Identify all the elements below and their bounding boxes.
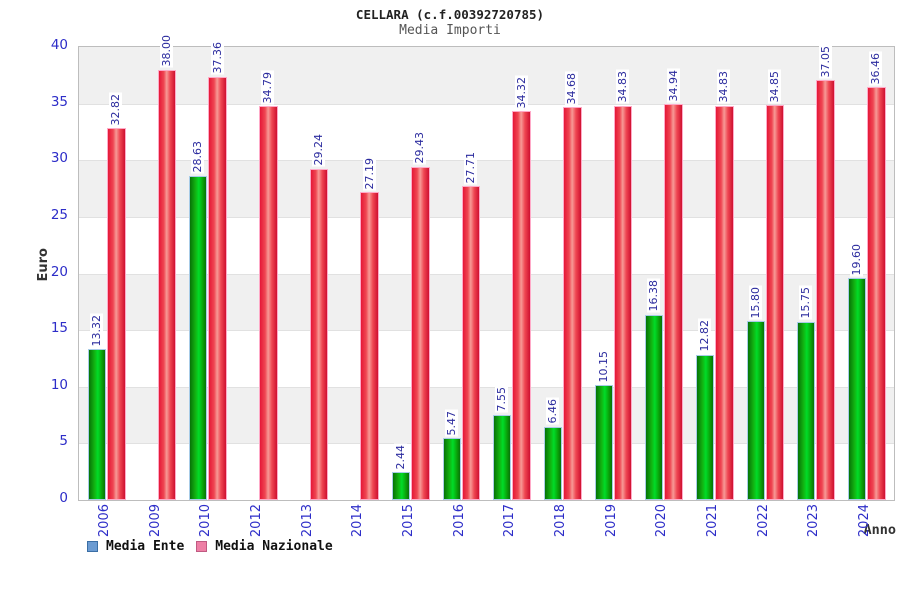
bar-media-nazionale (208, 76, 227, 500)
y-tick-label: 25 (50, 206, 68, 223)
bar-value-label: 37.36 (210, 41, 224, 75)
gridline (79, 386, 894, 388)
bar-media-ente (797, 321, 816, 500)
x-tick-label: 2013 (299, 504, 315, 538)
chart-subtitle: Media Importi (399, 23, 501, 38)
bar-value-label: 32.82 (109, 92, 123, 127)
bar-value-label: 6.46 (546, 398, 559, 425)
bar-value-label: 34.94 (666, 68, 680, 103)
gridline (79, 216, 894, 218)
y-tick-label: 10 (50, 376, 68, 393)
x-tick-label: 2016 (451, 504, 467, 538)
bar-value-label: 28.63 (191, 140, 205, 174)
x-axis-title: Anno (863, 522, 896, 538)
bar-media-nazionale (411, 166, 430, 500)
bar-value-label: 34.79 (261, 70, 275, 105)
legend-swatch-media-nazionale-icon (196, 541, 208, 552)
bar-media-nazionale (461, 186, 481, 500)
bar-value-label: 37.05 (818, 44, 832, 79)
x-tick-label: 2014 (350, 504, 366, 538)
bar-media-ente (645, 314, 664, 500)
gridline (79, 103, 894, 105)
bar-media-ente (848, 278, 866, 500)
legend-label-media-ente: Media Ente (106, 539, 185, 554)
x-tick-label: 2006 (97, 504, 112, 538)
x-tick-label: 2021 (705, 504, 720, 538)
bar-value-label: 34.83 (615, 70, 629, 104)
x-tick-label: 2010 (198, 504, 214, 538)
x-tick-label: 2020 (654, 504, 670, 538)
bar-value-label: 15.80 (748, 285, 762, 320)
bar-value-label: 34.83 (717, 70, 731, 104)
bar-media-nazionale (765, 105, 785, 500)
gridline (79, 160, 894, 162)
bar-value-label: 38.00 (159, 34, 173, 68)
bar-media-nazionale (107, 128, 126, 500)
x-tick-label: 2015 (401, 504, 416, 538)
gridline (79, 273, 894, 275)
x-tick-label: 2009 (147, 504, 163, 538)
y-tick-label: 35 (50, 93, 68, 110)
y-tick-label: 30 (50, 150, 68, 167)
plot-area: 13.32 32.82 38.00 28.63 37.36 34.79 29.24 27.19… (78, 34, 895, 501)
bar-value-label: 29.43 (413, 131, 427, 165)
bar-value-label: 5.47 (444, 409, 458, 437)
gridline (79, 330, 894, 332)
y-tick-label: 0 (59, 490, 68, 506)
bar-value-label: 13.32 (90, 313, 103, 348)
y-tick-label: 5 (59, 433, 68, 450)
bar-media-nazionale (613, 105, 633, 500)
y-tick-label: 15 (50, 320, 68, 337)
gridline (79, 443, 894, 445)
bar-value-label: 27.19 (362, 156, 376, 191)
bar-media-nazionale (259, 106, 278, 500)
bar-media-ente (696, 354, 714, 500)
bar-media-ente (594, 385, 613, 500)
bar-media-nazionale (309, 168, 329, 500)
x-tick-label: 2017 (502, 504, 518, 538)
bar-media-nazionale (512, 111, 531, 500)
y-tick-label: 20 (50, 263, 68, 280)
bar-value-label: 15.75 (799, 286, 813, 320)
bar-value-label: 34.32 (514, 75, 528, 110)
bar-media-nazionale (867, 87, 886, 500)
bar-media-ente (544, 426, 562, 500)
x-tick-label: 2018 (553, 504, 568, 538)
bar-media-nazionale (664, 104, 683, 500)
bar-value-label: 2.44 (394, 443, 407, 471)
x-tick-label: 2019 (603, 504, 619, 538)
bar-media-ente (493, 414, 512, 500)
x-tick-label: 2012 (249, 504, 264, 538)
bar-value-label: 27.71 (463, 150, 477, 185)
bar-value-label: 34.85 (767, 69, 781, 104)
bar-value-label: 19.60 (850, 242, 863, 277)
bar-media-ente (88, 349, 106, 500)
legend-label-media-nazionale: Media Nazionale (215, 539, 333, 554)
bar-media-nazionale (715, 105, 734, 500)
bar-value-label: 36.46 (869, 51, 883, 86)
bar-media-nazionale (816, 80, 835, 500)
bar-media-nazionale (360, 192, 379, 500)
bar-media-nazionale (563, 107, 582, 500)
bar-value-label: 16.38 (647, 279, 661, 313)
x-tick-label: 2022 (755, 504, 771, 538)
bar-value-label: 12.82 (698, 319, 711, 353)
bar-media-ente (189, 175, 208, 500)
bar-value-label: 7.55 (495, 386, 509, 413)
legend: Media Ente Media Nazionale (87, 539, 333, 554)
legend-swatch-media-ente-icon (87, 541, 98, 552)
x-tick-label: 2024 (857, 504, 872, 538)
x-tick-label: 2023 (806, 504, 822, 538)
bar-media-ente (392, 472, 410, 500)
bar-media-ente (442, 438, 461, 500)
bar-value-label: 34.68 (565, 71, 579, 106)
bar-value-label: 10.15 (596, 349, 610, 384)
bar-media-ente (746, 321, 765, 500)
y-tick-label: 40 (50, 37, 68, 53)
bar-media-nazionale (157, 69, 177, 500)
bar-value-label: 29.24 (311, 133, 325, 167)
chart-title: CELLARA (c.f.00392720785) (355, 7, 545, 22)
